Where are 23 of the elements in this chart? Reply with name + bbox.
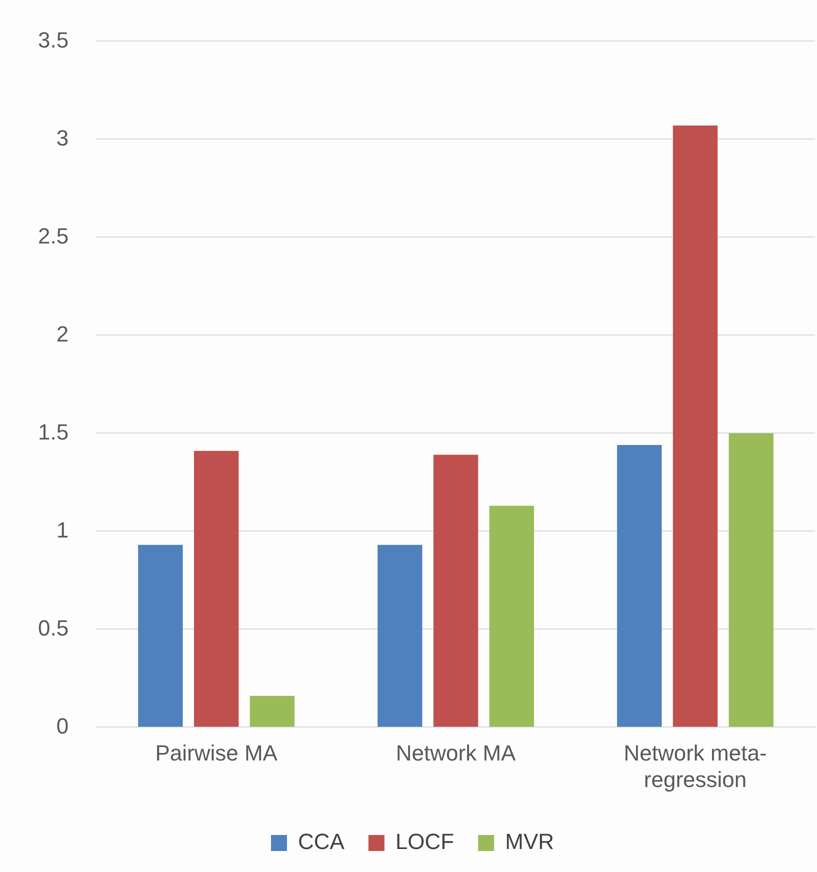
y-tick-label: 2.5	[38, 223, 69, 248]
x-tick-label: Network MA	[396, 740, 516, 766]
x-tick-label: Pairwise MA	[155, 740, 278, 766]
x-tick-label: Network meta-regression	[624, 740, 767, 792]
bar	[250, 696, 295, 727]
y-tick-label: 1	[56, 517, 69, 542]
bar	[378, 544, 422, 727]
bar	[194, 450, 239, 727]
bar	[672, 125, 718, 727]
legend-label: LOCF	[395, 829, 454, 854]
y-tick-label: 1.5	[38, 419, 69, 444]
bar	[617, 444, 662, 727]
bar	[138, 544, 183, 727]
y-tick-label: 0	[56, 713, 69, 738]
legend-label: CCA	[298, 829, 345, 854]
bar	[728, 433, 774, 727]
y-tick-label: 3	[56, 125, 69, 150]
bar	[489, 506, 534, 727]
bar	[433, 454, 478, 727]
legend-label: MVR	[505, 829, 554, 854]
y-tick-label: 2	[56, 321, 69, 346]
y-tick-label: 3.5	[38, 27, 69, 52]
y-tick-label: 0.5	[38, 615, 69, 640]
